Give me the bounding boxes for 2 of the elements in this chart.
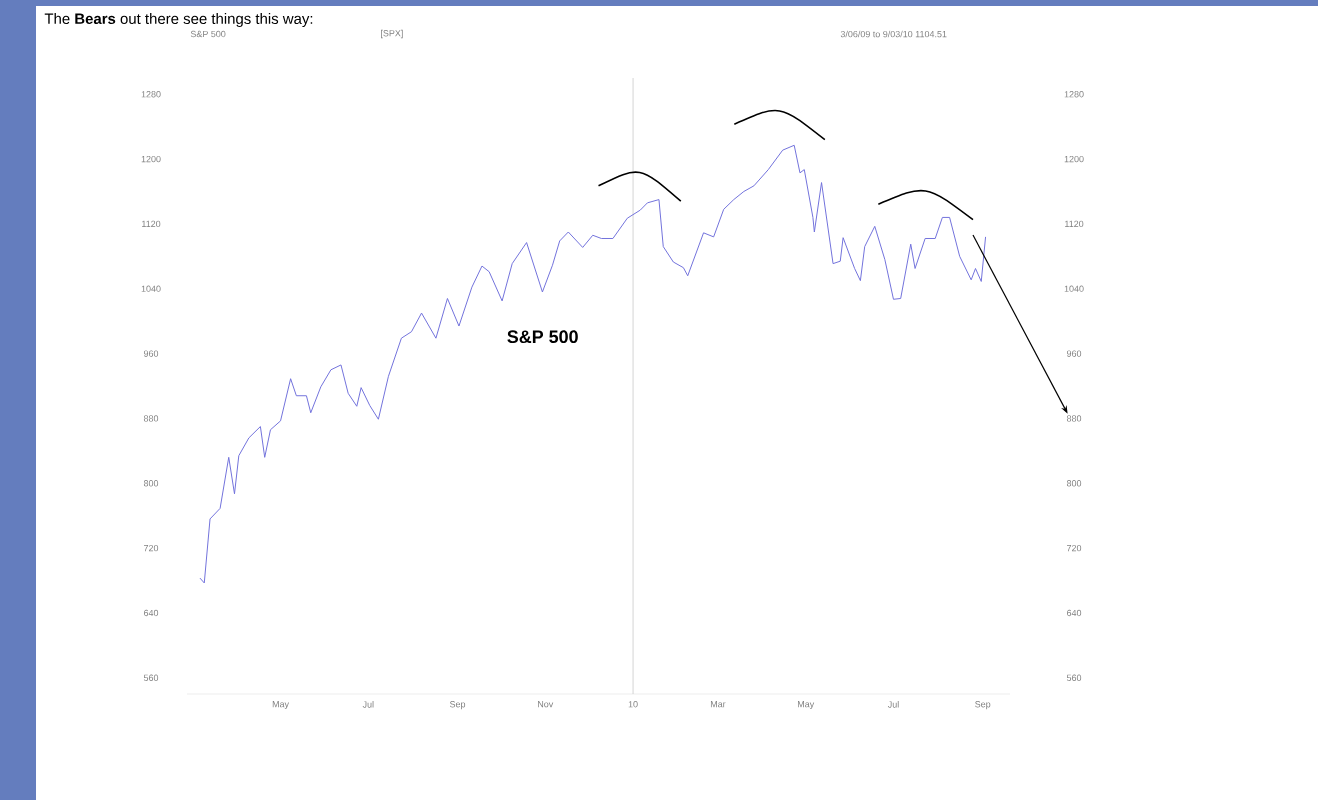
line-series	[199, 144, 987, 584]
series-label: S&P 500	[507, 330, 578, 344]
